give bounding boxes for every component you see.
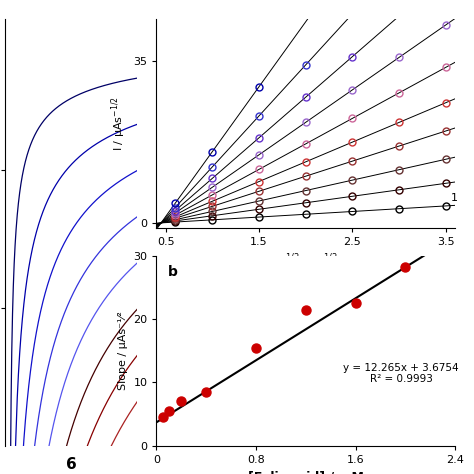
Text: 6: 6 [66, 457, 76, 472]
X-axis label: [Folic acid] / mM: [Folic acid] / mM [248, 470, 364, 474]
Y-axis label: I / μAs$^{-1/2}$: I / μAs$^{-1/2}$ [109, 96, 128, 151]
X-axis label: t$^{-1/2}$ / s$^{-1/2}$: t$^{-1/2}$ / s$^{-1/2}$ [274, 252, 337, 270]
Y-axis label: Slope / μAs⁻¹⁄²: Slope / μAs⁻¹⁄² [118, 311, 128, 390]
Text: 1: 1 [450, 193, 457, 203]
Text: b: b [168, 265, 178, 280]
Text: y = 12.265x + 3.6754
R² = 0.9993: y = 12.265x + 3.6754 R² = 0.9993 [344, 363, 459, 384]
